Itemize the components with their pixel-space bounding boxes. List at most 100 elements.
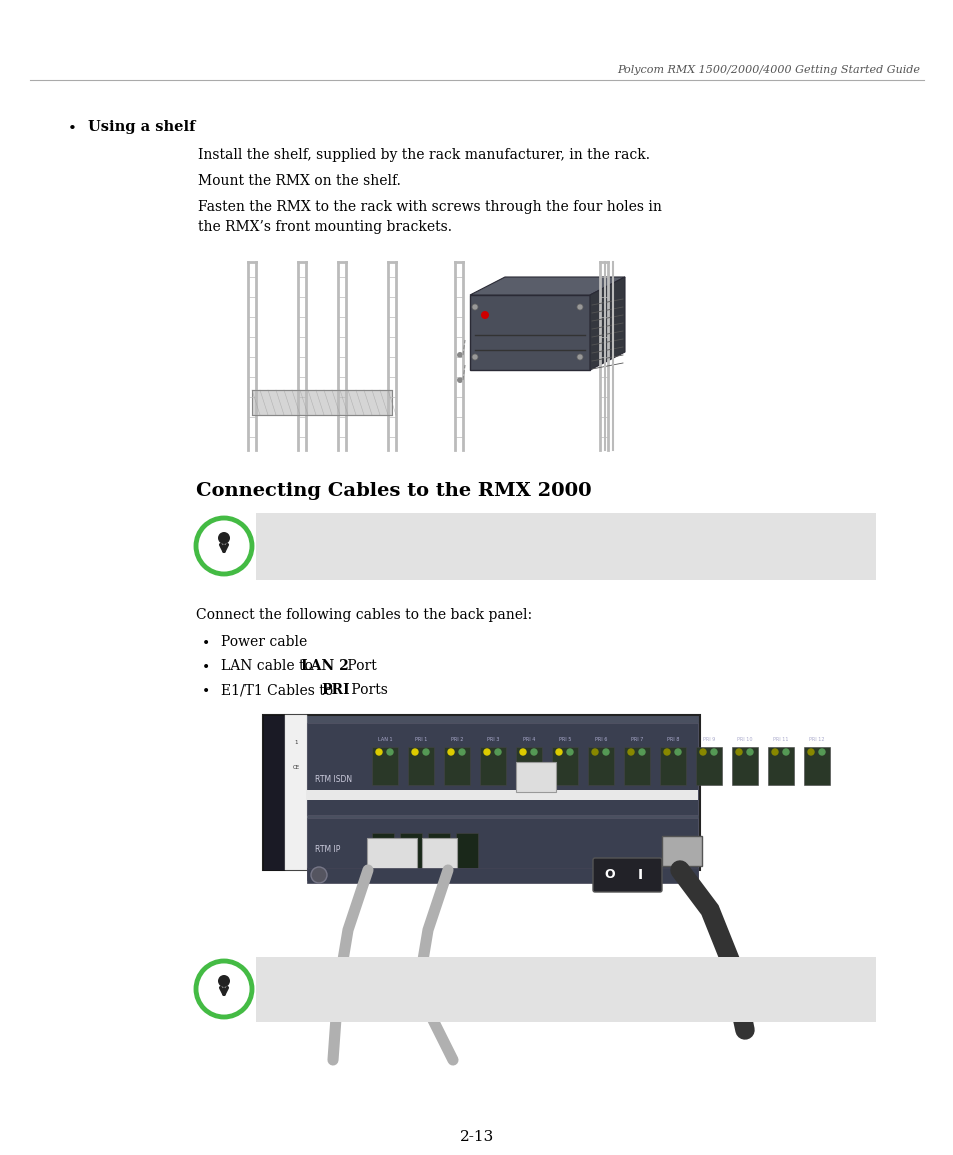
FancyBboxPatch shape <box>661 836 701 866</box>
Text: Power cable: Power cable <box>221 635 307 649</box>
Circle shape <box>387 748 393 755</box>
Circle shape <box>735 748 741 755</box>
Polygon shape <box>470 277 624 295</box>
Circle shape <box>495 748 500 755</box>
Circle shape <box>456 352 462 358</box>
Text: PRI 9: PRI 9 <box>702 737 715 742</box>
FancyBboxPatch shape <box>516 747 541 785</box>
Text: Mount the RMX on the shelf.: Mount the RMX on the shelf. <box>198 174 400 188</box>
Text: •: • <box>202 684 210 698</box>
Circle shape <box>556 748 561 755</box>
Text: PRI 11: PRI 11 <box>773 737 788 742</box>
FancyBboxPatch shape <box>428 833 450 869</box>
Text: Ports: Ports <box>347 683 388 696</box>
FancyBboxPatch shape <box>263 715 700 870</box>
FancyBboxPatch shape <box>479 747 505 785</box>
Text: PRI 3: PRI 3 <box>486 737 498 742</box>
Text: PRI 10: PRI 10 <box>737 737 752 742</box>
Circle shape <box>448 748 454 755</box>
Circle shape <box>639 748 644 755</box>
Circle shape <box>577 353 582 360</box>
Text: Polycom RMX 1500/2000/4000 Getting Started Guide: Polycom RMX 1500/2000/4000 Getting Start… <box>617 65 919 75</box>
FancyBboxPatch shape <box>803 747 829 785</box>
FancyBboxPatch shape <box>307 790 698 800</box>
Circle shape <box>218 975 230 988</box>
FancyBboxPatch shape <box>421 839 456 873</box>
FancyBboxPatch shape <box>593 858 661 892</box>
Circle shape <box>807 748 813 755</box>
Circle shape <box>519 748 525 755</box>
Text: LAN 1: LAN 1 <box>377 737 392 742</box>
Text: Connect the following cables to the back panel:: Connect the following cables to the back… <box>195 608 532 623</box>
Text: the RMX’s front mounting brackets.: the RMX’s front mounting brackets. <box>198 219 452 234</box>
FancyBboxPatch shape <box>516 762 556 792</box>
FancyBboxPatch shape <box>659 747 685 785</box>
Text: 1: 1 <box>294 740 297 745</box>
Circle shape <box>472 304 477 310</box>
Text: O: O <box>604 869 615 881</box>
Text: PRI 12: PRI 12 <box>808 737 824 742</box>
Circle shape <box>456 377 462 383</box>
FancyBboxPatch shape <box>470 295 589 370</box>
FancyBboxPatch shape <box>731 747 758 785</box>
Circle shape <box>480 311 489 319</box>
Text: PRI 1: PRI 1 <box>415 737 427 742</box>
Text: CE: CE <box>293 765 299 770</box>
Circle shape <box>663 748 669 755</box>
FancyBboxPatch shape <box>307 723 698 815</box>
Text: Using a shelf: Using a shelf <box>88 120 195 134</box>
Circle shape <box>627 748 634 755</box>
Circle shape <box>577 304 582 310</box>
Text: I: I <box>637 869 642 882</box>
Circle shape <box>483 748 490 755</box>
Polygon shape <box>589 277 624 370</box>
FancyBboxPatch shape <box>767 747 793 785</box>
FancyBboxPatch shape <box>255 957 875 1022</box>
Circle shape <box>771 748 778 755</box>
Circle shape <box>818 748 824 755</box>
Circle shape <box>746 748 752 755</box>
Text: PRI: PRI <box>320 683 349 696</box>
Circle shape <box>710 748 717 755</box>
Circle shape <box>472 353 477 360</box>
Text: RTM IP: RTM IP <box>314 844 340 854</box>
Circle shape <box>675 748 680 755</box>
Text: •: • <box>202 636 210 650</box>
FancyBboxPatch shape <box>307 818 698 880</box>
Text: LAN cable to: LAN cable to <box>221 660 317 673</box>
FancyBboxPatch shape <box>252 390 392 415</box>
Circle shape <box>195 517 252 574</box>
FancyBboxPatch shape <box>623 747 649 785</box>
Text: RTM ISDN: RTM ISDN <box>314 775 352 783</box>
FancyBboxPatch shape <box>408 747 434 785</box>
Text: Connecting Cables to the RMX 2000: Connecting Cables to the RMX 2000 <box>195 482 591 500</box>
FancyBboxPatch shape <box>285 715 307 870</box>
Text: Install the shelf, supplied by the rack manufacturer, in the rack.: Install the shelf, supplied by the rack … <box>198 148 649 162</box>
Text: PRI 5: PRI 5 <box>558 737 571 742</box>
Circle shape <box>592 748 598 755</box>
Text: LAN 2: LAN 2 <box>301 660 349 673</box>
Circle shape <box>782 748 788 755</box>
Circle shape <box>195 961 252 1018</box>
FancyBboxPatch shape <box>255 513 875 580</box>
Circle shape <box>218 532 230 544</box>
Circle shape <box>375 748 381 755</box>
Circle shape <box>311 867 327 884</box>
Circle shape <box>700 748 705 755</box>
FancyBboxPatch shape <box>263 715 285 870</box>
FancyBboxPatch shape <box>443 747 470 785</box>
Text: PRI 2: PRI 2 <box>451 737 463 742</box>
Text: 2-13: 2-13 <box>459 1130 494 1143</box>
Circle shape <box>412 748 417 755</box>
FancyBboxPatch shape <box>399 833 421 869</box>
FancyBboxPatch shape <box>456 833 477 869</box>
FancyBboxPatch shape <box>587 747 614 785</box>
Text: PRI 4: PRI 4 <box>522 737 535 742</box>
FancyBboxPatch shape <box>372 747 397 785</box>
Circle shape <box>602 748 608 755</box>
Text: •: • <box>202 660 210 675</box>
FancyBboxPatch shape <box>696 747 721 785</box>
Circle shape <box>458 748 464 755</box>
Circle shape <box>566 748 573 755</box>
Text: Fasten the RMX to the rack with screws through the four holes in: Fasten the RMX to the rack with screws t… <box>198 200 661 214</box>
